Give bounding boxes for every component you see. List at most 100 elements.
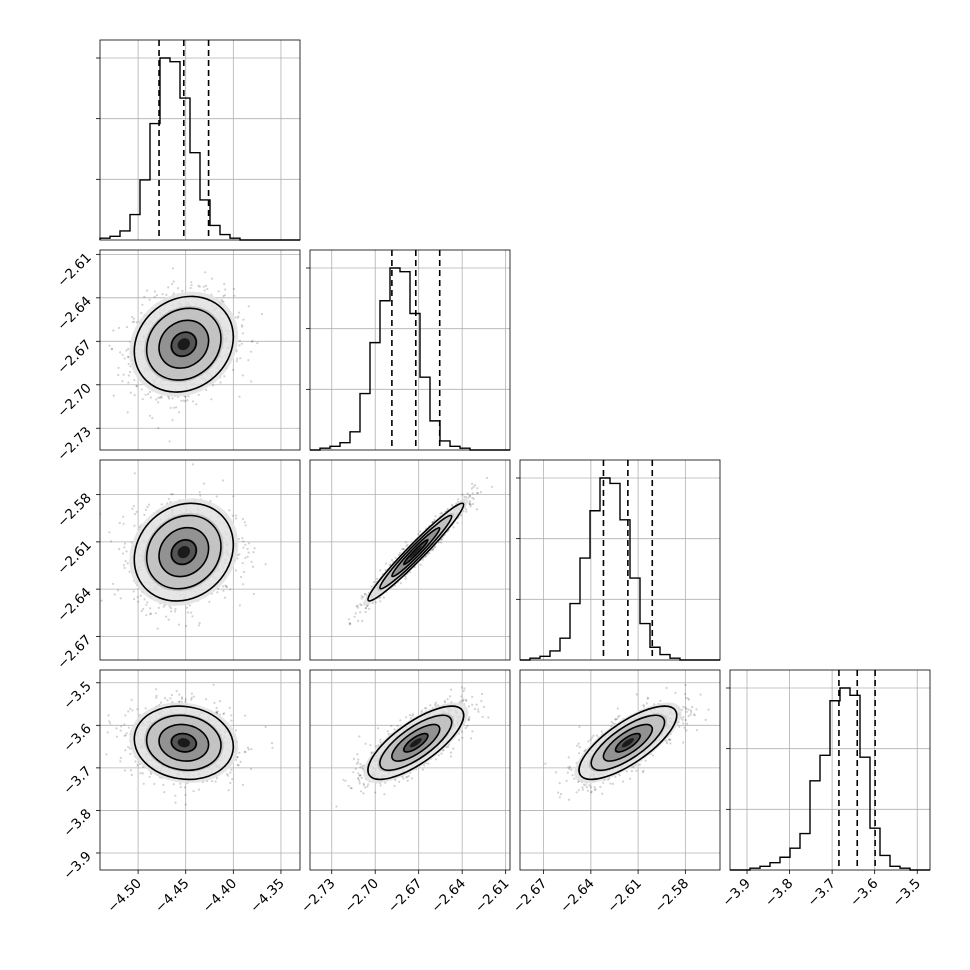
sample-point — [182, 399, 185, 402]
sample-point — [160, 503, 163, 506]
sample-point — [135, 510, 138, 513]
sample-point — [190, 692, 193, 695]
sample-point — [204, 271, 207, 274]
sample-point — [111, 347, 114, 350]
sample-point — [123, 734, 126, 737]
sample-point — [250, 380, 253, 383]
sample-point — [249, 350, 253, 353]
sample-point — [244, 556, 247, 559]
sample-point — [231, 778, 234, 781]
sample-point — [167, 618, 170, 621]
sample-point — [108, 344, 111, 347]
sample-point — [184, 803, 187, 806]
sample-point — [133, 394, 136, 397]
sample-point — [128, 570, 131, 573]
sample-point — [359, 611, 362, 614]
sample-point — [434, 545, 437, 548]
sample-point — [465, 508, 468, 511]
sample-point — [119, 756, 122, 760]
sample-point — [211, 384, 214, 387]
sample-point — [363, 593, 366, 596]
sample-point — [133, 524, 136, 527]
sample-point — [479, 491, 482, 494]
sample-point — [244, 714, 247, 717]
sample-point — [223, 375, 226, 378]
sample-point — [121, 552, 125, 555]
sample-point — [108, 531, 111, 534]
sample-point — [225, 585, 228, 588]
sample-point — [221, 585, 225, 588]
sample-point — [246, 547, 249, 551]
sample-point — [242, 546, 245, 549]
sample-point — [467, 496, 470, 499]
sample-point — [452, 526, 455, 529]
sample-point — [143, 598, 146, 601]
sample-point — [184, 400, 187, 403]
sample-point — [100, 599, 103, 602]
sample-point — [405, 545, 408, 548]
sample-point — [172, 280, 175, 283]
sample-point — [179, 786, 182, 789]
sample-point — [160, 396, 163, 399]
sample-point — [465, 496, 468, 499]
contour-line — [403, 539, 429, 566]
sample-point — [137, 600, 140, 603]
sample-point — [223, 294, 226, 297]
sample-point — [242, 540, 245, 543]
contour-line — [170, 539, 197, 566]
sample-point — [222, 589, 225, 592]
sample-point — [247, 542, 251, 545]
contour-line — [367, 502, 465, 602]
sample-point — [158, 396, 162, 399]
sample-point — [132, 320, 136, 323]
sample-point — [121, 380, 124, 383]
sample-point — [128, 370, 132, 374]
sample-point — [348, 623, 351, 626]
sample-point — [141, 398, 144, 401]
sample-point — [127, 355, 130, 358]
sample-point — [238, 344, 241, 347]
sample-point — [353, 615, 356, 618]
sample-point — [185, 606, 189, 609]
sample-point — [475, 491, 479, 495]
sample-point — [426, 553, 429, 556]
sample-point — [397, 553, 401, 557]
sample-point — [223, 712, 226, 715]
sample-point — [242, 583, 245, 586]
sample-point — [401, 547, 404, 551]
sample-point — [360, 597, 363, 600]
sample-point — [398, 552, 402, 555]
sample-point — [402, 548, 405, 551]
sample-point — [131, 320, 134, 324]
sample-point — [129, 752, 132, 756]
sample-point — [439, 541, 443, 544]
sample-point — [122, 564, 125, 567]
sample-point — [131, 709, 134, 712]
sample-point — [130, 773, 133, 777]
sample-point — [127, 362, 130, 366]
sample-point — [132, 590, 135, 593]
histogram-2 — [520, 477, 720, 661]
sample-point — [234, 569, 238, 572]
sample-point — [146, 505, 149, 509]
sample-point — [171, 493, 174, 496]
sample-point — [157, 427, 160, 430]
sample-point — [116, 589, 120, 592]
sample-point — [433, 518, 436, 521]
panel-0-2 — [100, 463, 267, 630]
sample-point — [235, 517, 238, 520]
sample-point — [219, 381, 222, 384]
sample-point — [140, 609, 143, 613]
sample-point — [235, 360, 238, 363]
sample-point — [356, 606, 360, 609]
sample-point — [157, 606, 160, 610]
sample-point — [224, 288, 227, 291]
sample-point — [270, 742, 274, 745]
sample-point — [475, 508, 479, 511]
sample-point — [135, 384, 138, 387]
sample-point — [113, 593, 116, 596]
panel-1-2 — [347, 476, 494, 626]
sample-point — [217, 290, 220, 293]
sample-point — [238, 604, 241, 607]
sample-point — [355, 605, 358, 608]
